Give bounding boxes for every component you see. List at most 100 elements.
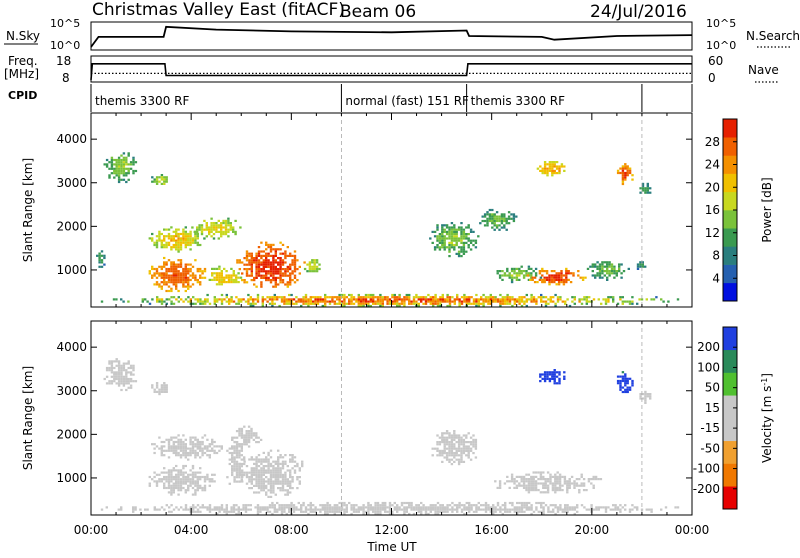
velocity-colorbar-label: Velocity [m s-1] (760, 373, 775, 463)
power-cbar-label-1: 24 (705, 158, 720, 172)
power-cbar-swatch-5 (723, 191, 737, 211)
velocity-region-5 (238, 449, 304, 498)
power-region-5 (148, 256, 207, 293)
time-tick-label-1: 04:00 (174, 523, 209, 537)
velocity-cbar-label-5: -50 (700, 441, 720, 455)
velocity-region-2 (151, 434, 223, 461)
power-cbar-label-5: 8 (712, 249, 720, 263)
noise-right-label: N.Search (746, 29, 800, 43)
velocity-region-7 (100, 501, 680, 516)
power-region-7 (236, 241, 306, 288)
time-axis-label: Time UT (366, 540, 417, 554)
velocity-region-8 (431, 430, 478, 466)
noise-left-label: N.Sky (6, 29, 40, 43)
velocity-ytick-label-0: 1000 (56, 471, 87, 485)
power-cbar-swatch-6 (723, 173, 737, 193)
time-axis: 00:00 04:00 08:00 12:00 16:00 20:00 00:00 (74, 523, 710, 537)
power-region-0 (103, 152, 138, 184)
cpid-segment-2: themis 3300 RF (471, 94, 565, 108)
velocity-region-6 (226, 438, 246, 485)
time-tick-label-0: 00:00 (74, 523, 109, 537)
velocity-y-axis-label: Slant Range [km] (21, 366, 35, 470)
noise-panel: N.Sky 10^5 10^0 10^5 10^0 N.Search (4, 17, 800, 52)
power-region-9 (100, 293, 680, 308)
cpid-label: CPID (8, 89, 37, 102)
freq-panel: Freq. [MHz] 18 8 60 0 Nave (4, 54, 779, 85)
freq-unit: [MHz] (4, 67, 39, 81)
velocity-colorbar: 200 100 50 15 -15 -50 -100 -200 (693, 326, 738, 510)
power-colorbar: 28 24 20 16 12 8 4 (705, 118, 738, 302)
power-heatmap (96, 152, 680, 308)
cpid-segment-1: normal (fast) 151 RF (345, 94, 469, 108)
power-cbar-swatch-0 (723, 282, 737, 302)
velocity-cbar-swatch-2 (723, 440, 737, 464)
velocity-heatmap (100, 358, 680, 516)
velocity-cbar-swatch-7 (723, 327, 737, 351)
noise-left-tick-bottom: 10^0 (50, 39, 80, 52)
power-colorbar-label: Power [dB] (760, 177, 774, 242)
noise-right-tick-bottom: 10^0 (706, 39, 736, 52)
power-y-axis: 1000 2000 3000 4000 (56, 132, 692, 277)
velocity-cbar-label-3: 15 (705, 401, 720, 415)
velocity-cbar-frame (722, 326, 738, 510)
power-y-axis-label: Slant Range [km] (21, 158, 35, 262)
cpid-segments: themis 3300 RF normal (fast) 151 RF themis… (95, 84, 643, 112)
noise-left-tick-top: 10^5 (50, 17, 80, 30)
power-cbar-swatch-7 (723, 155, 737, 174)
velocity-cbar-label-4: -15 (700, 421, 720, 435)
date-label: 24/Jul/2016 (590, 2, 687, 22)
power-cbar-label-6: 4 (712, 271, 720, 285)
power-region-18 (639, 182, 652, 194)
nave-label: Nave (748, 63, 779, 77)
velocity-guides (341, 321, 643, 515)
power-ytick-label-2: 3000 (56, 176, 87, 190)
cpid-bar: CPID themis 3300 RF normal (fast) 151 RF t… (8, 84, 693, 112)
power-region-4 (191, 217, 242, 240)
freq-series-line (90, 63, 692, 81)
freq-tick-bottom: 8 (62, 71, 70, 85)
nave-tick-top: 60 (708, 54, 723, 68)
power-region-13 (526, 267, 587, 286)
power-ytick-label-3: 4000 (56, 132, 87, 146)
velocity-region-12 (639, 390, 652, 404)
time-tick-label-2: 08:00 (274, 523, 309, 537)
nave-tick-bottom: 0 (708, 71, 716, 85)
velocity-cbar-label-7: -200 (693, 482, 720, 496)
velocity-region-10 (539, 369, 566, 385)
time-tick-label-6: 00:00 (675, 523, 710, 537)
power-ytick-label-0: 1000 (56, 263, 87, 277)
velocity-cbar-swatch-5 (723, 372, 737, 396)
power-cbar-label-3: 16 (705, 203, 720, 217)
velocity-cbar-swatch-1 (723, 463, 737, 487)
beam-label: Beam 06 (340, 2, 416, 22)
power-region-3 (148, 226, 202, 253)
velocity-cbar-label-2: 50 (705, 381, 720, 395)
velocity-region-1 (151, 382, 168, 396)
velocity-cbar-swatch-0 (723, 486, 737, 510)
velocity-region-4 (148, 464, 216, 496)
velocity-cbar-label-6: -100 (693, 462, 720, 476)
power-cbar-swatch-8 (723, 137, 737, 156)
velocity-cbar-label-1: 100 (697, 360, 720, 374)
power-cbar-swatch-1 (723, 264, 737, 284)
velocity-y-axis: 1000 2000 3000 4000 (56, 340, 692, 485)
power-region-8 (303, 259, 321, 273)
power-cbar-swatch-2 (723, 246, 737, 265)
power-guides (341, 113, 643, 307)
velocity-region-0 (103, 358, 138, 392)
power-cbar-label-2: 20 (705, 180, 720, 194)
time-tick-label-5: 20:00 (575, 523, 610, 537)
velocity-ytick-label-1: 2000 (56, 427, 87, 441)
power-panel: 1000 2000 3000 4000 Slant Range [km] 28 24 20… (21, 112, 774, 308)
time-tick-label-4: 16:00 (474, 523, 509, 537)
power-cbar-label-0: 28 (705, 135, 720, 149)
plot-title: Christmas Valley East (fitACF) (92, 0, 345, 20)
power-region-10 (429, 222, 480, 258)
velocity-region-11 (616, 371, 634, 394)
power-region-15 (636, 261, 647, 270)
power-region-6 (208, 265, 243, 286)
velocity-region-9 (494, 471, 603, 494)
freq-tick-top: 18 (56, 54, 71, 68)
